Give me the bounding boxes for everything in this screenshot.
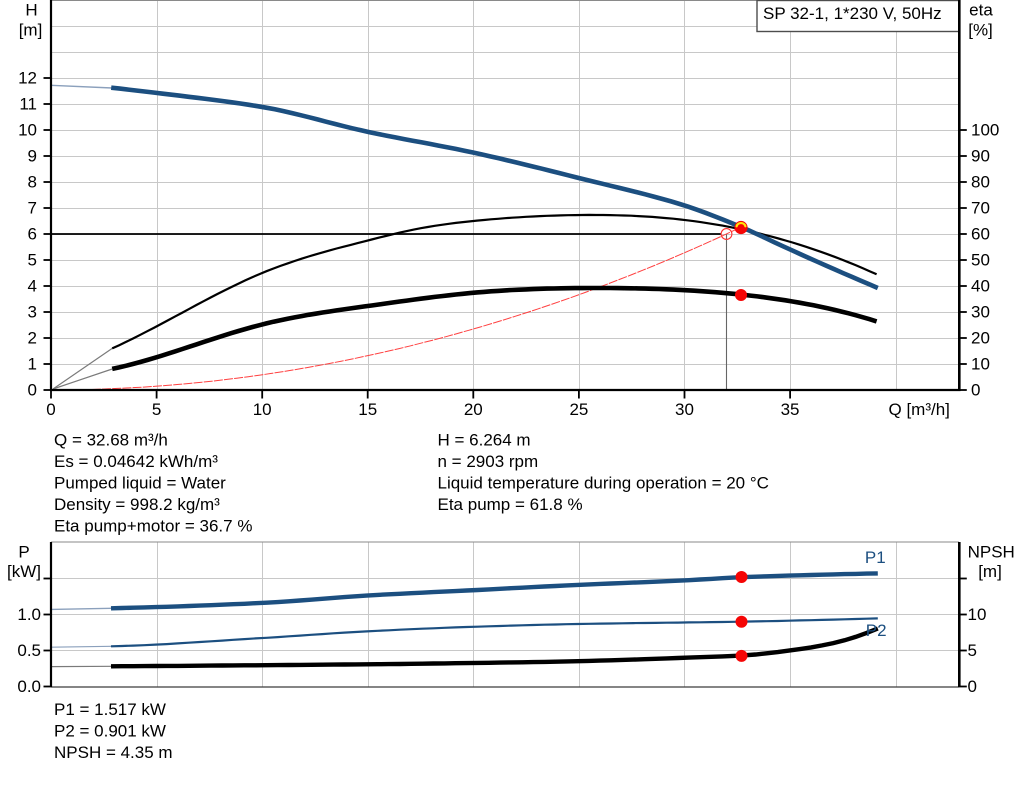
svg-text:10: 10 [18,121,37,140]
svg-text:[m]: [m] [19,21,43,40]
svg-text:Liquid temperature during oper: Liquid temperature during operation = 20… [438,473,769,492]
svg-text:30: 30 [675,400,694,419]
svg-text:5: 5 [28,251,37,270]
svg-text:3: 3 [28,303,37,322]
svg-text:80: 80 [971,173,990,192]
svg-text:P: P [18,542,29,561]
svg-text:70: 70 [971,199,990,218]
svg-text:10: 10 [971,355,990,374]
svg-text:20: 20 [464,400,483,419]
svg-text:30: 30 [971,303,990,322]
svg-text:P2 = 0.901 kW: P2 = 0.901 kW [54,722,166,741]
svg-text:[%]: [%] [968,21,993,40]
svg-text:5: 5 [968,641,977,660]
svg-text:1: 1 [28,355,37,374]
svg-text:0: 0 [971,381,980,400]
svg-text:SP 32-1, 1*230 V, 50Hz: SP 32-1, 1*230 V, 50Hz [763,4,942,23]
svg-text:P1: P1 [865,548,886,567]
svg-text:0.5: 0.5 [17,641,41,660]
svg-text:Q = 32.68 m³/h: Q = 32.68 m³/h [54,430,168,449]
svg-text:40: 40 [971,277,990,296]
svg-text:5: 5 [152,400,161,419]
svg-text:100: 100 [971,121,999,140]
svg-text:[kW]: [kW] [7,562,41,581]
svg-text:[m]: [m] [978,562,1002,581]
svg-text:0: 0 [46,400,55,419]
svg-text:Eta pump = 61.8 %: Eta pump = 61.8 % [438,495,583,514]
svg-text:11: 11 [19,95,37,114]
svg-text:90: 90 [971,147,990,166]
svg-text:Es = 0.04642 kWh/m³: Es = 0.04642 kWh/m³ [54,452,218,471]
svg-text:4: 4 [28,277,37,296]
svg-text:9: 9 [28,147,37,166]
svg-text:NPSH = 4.35 m: NPSH = 4.35 m [54,743,173,762]
svg-text:Density = 998.2 kg/m³: Density = 998.2 kg/m³ [54,495,220,514]
svg-text:2: 2 [28,329,37,348]
svg-text:n = 2903 rpm: n = 2903 rpm [438,452,539,471]
svg-text:P1 = 1.517 kW: P1 = 1.517 kW [54,700,166,719]
svg-text:Q [m³/h]: Q [m³/h] [889,400,950,419]
svg-text:Eta pump+motor = 36.7 %: Eta pump+motor = 36.7 % [54,516,252,535]
svg-text:P2: P2 [866,621,887,640]
svg-text:6: 6 [28,225,37,244]
svg-text:eta: eta [969,0,993,19]
svg-text:1.0: 1.0 [17,605,41,624]
svg-text:50: 50 [971,251,990,270]
svg-text:8: 8 [28,173,37,192]
svg-text:10: 10 [968,605,987,624]
svg-text:0: 0 [28,381,37,400]
svg-text:60: 60 [971,225,990,244]
svg-text:20: 20 [971,329,990,348]
svg-text:0.0: 0.0 [17,677,41,696]
svg-text:35: 35 [781,400,800,419]
svg-text:15: 15 [358,400,377,419]
svg-text:0: 0 [968,677,977,696]
svg-text:10: 10 [253,400,272,419]
svg-text:H: H [25,0,37,19]
svg-text:7: 7 [28,199,37,218]
svg-text:Pumped liquid = Water: Pumped liquid = Water [54,473,226,492]
svg-text:NPSH: NPSH [968,542,1015,561]
svg-text:25: 25 [569,400,588,419]
svg-text:H = 6.264 m: H = 6.264 m [438,430,531,449]
svg-text:12: 12 [18,69,37,88]
